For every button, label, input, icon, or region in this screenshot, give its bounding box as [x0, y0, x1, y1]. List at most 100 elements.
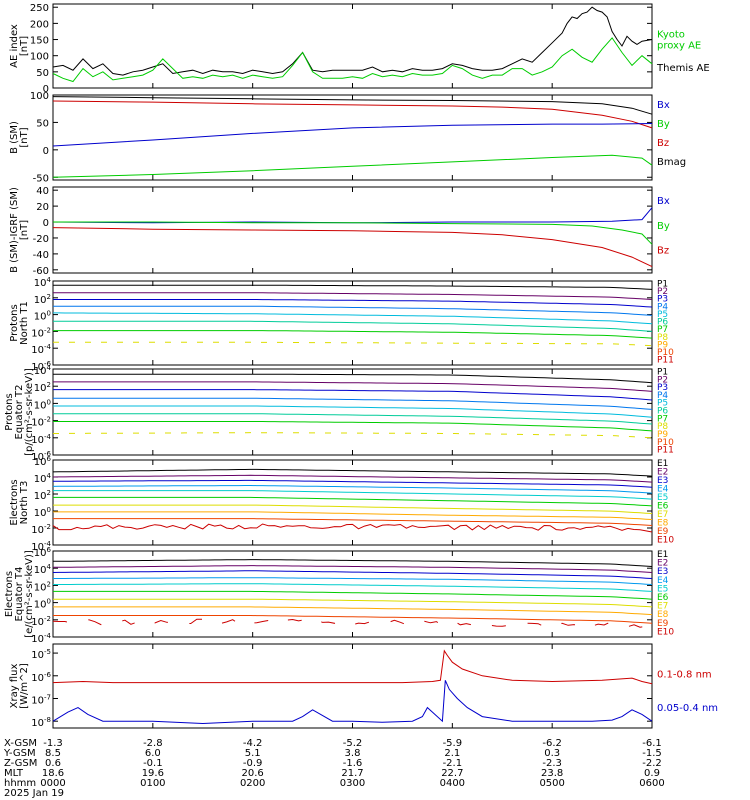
legend-label: P3: [657, 295, 668, 305]
ephemeris-value: -1.6: [343, 758, 363, 769]
series-line-e2: [53, 565, 653, 573]
legend-label: E6: [657, 593, 669, 603]
ephemeris-value: 0600: [639, 778, 664, 789]
legend-label: P2: [657, 287, 668, 297]
series-line-e7: [53, 504, 653, 514]
ephemeris-row-label: MLT: [4, 768, 24, 779]
y-tick-label: 150: [30, 36, 49, 47]
y-tick-label: 10-5: [31, 648, 51, 661]
series-line-p8: [53, 432, 653, 439]
legend-label: P6: [657, 407, 668, 417]
legend-label: E6: [657, 501, 669, 511]
y-tick-label: 20: [36, 202, 49, 213]
y-tick-label: 10-6: [31, 360, 51, 373]
ephemeris-value: 5.1: [245, 748, 261, 759]
series-line-p1: [53, 284, 653, 290]
series-line-by: [52, 154, 653, 178]
series-line-p5: [53, 312, 653, 325]
series-line-e3: [52, 570, 653, 579]
ephemeris-value: 0300: [340, 778, 365, 789]
y-tick-label: 10-4: [31, 540, 51, 553]
legend-label: E9: [657, 619, 669, 629]
y-tick-label: 100: [34, 598, 51, 611]
legend-label: Bx: [657, 196, 670, 207]
y-tick-label: 10-7: [31, 693, 51, 706]
legend-label: E3: [657, 476, 668, 486]
series-line-e8: [53, 606, 653, 616]
ephemeris-value: 0200: [240, 778, 265, 789]
legend-label: E4: [657, 484, 669, 494]
y-tick-label: 0: [43, 146, 49, 157]
legend-label: Themis AE: [656, 63, 710, 74]
y-axis-label: [nT]: [19, 220, 30, 240]
panel-frame: [52, 643, 653, 729]
y-tick-label: 10-2: [31, 416, 51, 429]
y-tick-label: 50: [36, 118, 49, 129]
legend-label: E8: [657, 518, 669, 528]
y-tick-label: 250: [30, 3, 49, 14]
y-axis-label: North T1: [19, 301, 30, 345]
ephemeris-value: -2.2: [642, 758, 662, 769]
series-line-e1: [52, 468, 653, 477]
y-tick-label: 10-6: [31, 450, 51, 463]
series-line-bz: [52, 227, 653, 268]
legend-label: Kyoto: [657, 30, 685, 41]
series-line-p1: [53, 373, 653, 384]
series-line-p4: [53, 305, 653, 316]
y-tick-label: 106: [34, 546, 52, 559]
ephemeris-row-label: X-GSM: [4, 738, 37, 749]
ephemeris-value: -1.3: [43, 738, 63, 749]
series-line-e6: [53, 496, 653, 507]
y-tick-label: 104: [34, 472, 52, 485]
legend-label: P4: [657, 302, 668, 312]
y-axis-label: Protons: [4, 393, 15, 430]
legend-label: E9: [657, 527, 669, 537]
y-axis-label: Electrons: [4, 571, 15, 617]
ephemeris-value: -5.2: [343, 738, 363, 749]
ephemeris-value: -2.3: [542, 758, 562, 769]
y-axis-label: [nT]: [19, 36, 30, 56]
series-line-p5: [53, 405, 653, 418]
legend-label: By: [657, 221, 670, 232]
legend-label: P4: [657, 391, 668, 401]
series-line-by: [53, 221, 653, 245]
y-tick-label: -20: [33, 234, 49, 245]
legend-label: proxy AE: [657, 41, 701, 52]
series-line-e6: [53, 590, 653, 600]
y-tick-label: 10-2: [31, 615, 51, 628]
legend-label: P10: [657, 438, 674, 448]
y-tick-label: 0: [43, 218, 49, 229]
y-axis-label: Equator T2: [14, 385, 25, 440]
legend-label: Bz: [657, 245, 669, 256]
series-line-e10: [52, 618, 653, 630]
ephemeris-value: 0500: [539, 778, 564, 789]
ephemeris-value: 20.6: [242, 768, 264, 779]
series-line-p2: [53, 292, 653, 300]
ephemeris-value: 0.6: [45, 758, 61, 769]
y-axis-label: Protons: [9, 304, 20, 341]
y-tick-label: 102: [34, 580, 51, 593]
y-tick-label: 102: [34, 293, 51, 306]
ephemeris-row-label: Z-GSM: [4, 758, 37, 769]
y-axis-label: Xray flux: [9, 664, 20, 709]
ephemeris-value: 0.9: [644, 768, 660, 779]
y-tick-label: 100: [34, 506, 51, 519]
ephemeris-value: 23.8: [541, 768, 563, 779]
legend-label: P5: [657, 399, 668, 409]
legend-label: P9: [657, 340, 668, 350]
legend-label: E10: [657, 627, 674, 637]
ephemeris-value: 0400: [440, 778, 465, 789]
ephemeris-row-label: Y-GSM: [3, 748, 36, 759]
y-axis-label: [nT]: [19, 127, 30, 147]
legend-label: E5: [657, 493, 668, 503]
series-line-kyoto-proxy-ae: [52, 37, 653, 83]
ephemeris-row-label: hhmm: [4, 778, 36, 789]
series-line-e5: [53, 490, 653, 500]
series-line-e8: [53, 511, 653, 520]
legend-label: P7: [657, 325, 668, 335]
legend-label: P6: [657, 318, 668, 328]
ephemeris-value: -5.9: [443, 738, 463, 749]
series-line-0-05-0-4-nm: [52, 680, 653, 725]
series-line-p3: [53, 389, 653, 401]
ephemeris-value: 2.1: [444, 748, 460, 759]
